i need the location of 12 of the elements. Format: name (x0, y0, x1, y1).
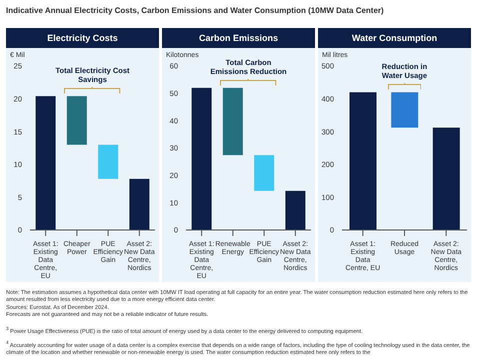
bar (129, 178, 150, 230)
bar (222, 88, 243, 156)
bar (192, 88, 212, 230)
chart-title: Water Consumption (318, 28, 471, 48)
chart-title: Carbon Emissions (162, 28, 315, 48)
bar (36, 96, 56, 230)
bar (254, 155, 274, 191)
bar (98, 144, 118, 179)
bar (285, 190, 306, 230)
chart-title: Electricity Costs (6, 28, 159, 48)
text: Indicative Annual Electricity Costs, Carbon Emissions and Water Consumption (10MW Data Center) (6, 6, 384, 15)
bar (66, 96, 87, 145)
